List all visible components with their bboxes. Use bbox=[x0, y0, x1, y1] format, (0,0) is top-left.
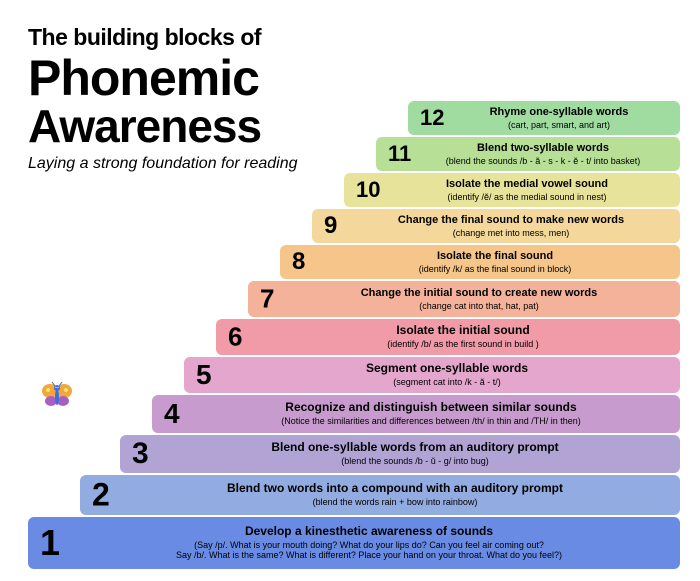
step-desc: (Say /p/. What is your mouth doing? What… bbox=[72, 540, 666, 561]
step-title: Blend one-syllable words from an auditor… bbox=[164, 441, 666, 455]
step-text: Develop a kinesthetic awareness of sound… bbox=[28, 525, 666, 560]
step-title: Isolate the final sound bbox=[324, 250, 666, 263]
step-desc: (change cat into that, hat, pat) bbox=[292, 301, 666, 311]
step-title: Blend two words into a compound with an … bbox=[124, 482, 666, 496]
step-desc: (cart, part, smart, and art) bbox=[452, 120, 666, 130]
step-6: 6Isolate the initial sound(identify /b/ … bbox=[216, 319, 680, 355]
step-12: 12Rhyme one-syllable words(cart, part, s… bbox=[408, 101, 680, 135]
step-number: 4 bbox=[164, 398, 180, 430]
step-number: 5 bbox=[196, 359, 212, 391]
title-line2: Phonemic bbox=[28, 53, 368, 103]
step-desc: (identify /b/ as the first sound in buil… bbox=[260, 339, 666, 349]
step-9: 9Change the final sound to make new word… bbox=[312, 209, 680, 243]
step-text: Rhyme one-syllable words(cart, part, sma… bbox=[408, 106, 666, 130]
step-number: 1 bbox=[40, 522, 60, 564]
step-number: 11 bbox=[388, 141, 411, 167]
butterfly-icon bbox=[40, 381, 74, 411]
step-11: 11Blend two-syllable words(blend the sou… bbox=[376, 137, 680, 171]
step-desc: (blend the sounds /b - ŭ - g/ into bug) bbox=[164, 456, 666, 466]
step-text: Blend two-syllable words(blend the sound… bbox=[376, 142, 666, 166]
step-number: 7 bbox=[260, 284, 274, 315]
step-desc: (identify /ĕ/ as the medial sound in nes… bbox=[388, 192, 666, 202]
step-2: 2 Blend two words into a compound with an… bbox=[80, 475, 680, 515]
title-line1: The building blocks of bbox=[28, 24, 368, 51]
step-5: 5Segment one-syllable words(segment cat … bbox=[184, 357, 680, 393]
step-title: Isolate the initial sound bbox=[260, 324, 666, 338]
step-text: Isolate the final sound(identify /k/ as … bbox=[280, 250, 666, 274]
step-title: Change the initial sound to create new w… bbox=[292, 287, 666, 300]
step-title: Blend two-syllable words bbox=[420, 142, 666, 155]
step-title: Recognize and distinguish between simila… bbox=[196, 401, 666, 415]
step-number: 6 bbox=[228, 322, 242, 353]
step-title: Segment one-syllable words bbox=[228, 362, 666, 376]
step-10: 10Isolate the medial vowel sound(identif… bbox=[344, 173, 680, 207]
step-desc: (blend the words rain + bow into rainbow… bbox=[124, 497, 666, 507]
step-title: Isolate the medial vowel sound bbox=[388, 178, 666, 191]
step-desc: (identify /k/ as the final sound in bloc… bbox=[324, 264, 666, 274]
step-text: Isolate the initial sound(identify /b/ a… bbox=[216, 324, 666, 349]
step-text: Isolate the medial vowel sound(identify … bbox=[344, 178, 666, 202]
step-desc: (blend the sounds /b - ă - s - k - ĕ - t… bbox=[420, 156, 666, 166]
step-8: 8Isolate the final sound(identify /k/ as… bbox=[280, 245, 680, 279]
step-7: 7 Change the initial sound to create new … bbox=[248, 281, 680, 317]
step-desc: (change met into mess, men) bbox=[356, 228, 666, 238]
step-number: 3 bbox=[132, 437, 149, 471]
step-desc: (segment cat into /k - ă - t/) bbox=[228, 377, 666, 387]
step-number: 12 bbox=[420, 105, 444, 131]
step-number: 10 bbox=[356, 177, 380, 203]
step-text: Blend two words into a compound with an … bbox=[80, 482, 666, 507]
step-3: 3 Blend one-syllable words from an audito… bbox=[120, 435, 680, 473]
step-text: Change the final sound to make new words… bbox=[312, 214, 666, 238]
step-1: 1 Develop a kinesthetic awareness of soun… bbox=[28, 517, 680, 569]
step-number: 9 bbox=[324, 212, 337, 240]
step-text: Blend one-syllable words from an auditor… bbox=[120, 441, 666, 466]
step-text: Recognize and distinguish between simila… bbox=[152, 401, 666, 426]
step-text: Segment one-syllable words(segment cat i… bbox=[184, 362, 666, 387]
step-desc: (Notice the similarities and differences… bbox=[196, 416, 666, 426]
step-title: Develop a kinesthetic awareness of sound… bbox=[72, 525, 666, 539]
step-text: Change the initial sound to create new w… bbox=[248, 287, 666, 311]
step-4: 4 Recognize and distinguish between simil… bbox=[152, 395, 680, 433]
stair-container: 12Rhyme one-syllable words(cart, part, s… bbox=[28, 99, 680, 569]
step-number: 8 bbox=[292, 248, 305, 276]
step-title: Rhyme one-syllable words bbox=[452, 106, 666, 119]
step-title: Change the final sound to make new words bbox=[356, 214, 666, 227]
step-number: 2 bbox=[92, 477, 110, 514]
